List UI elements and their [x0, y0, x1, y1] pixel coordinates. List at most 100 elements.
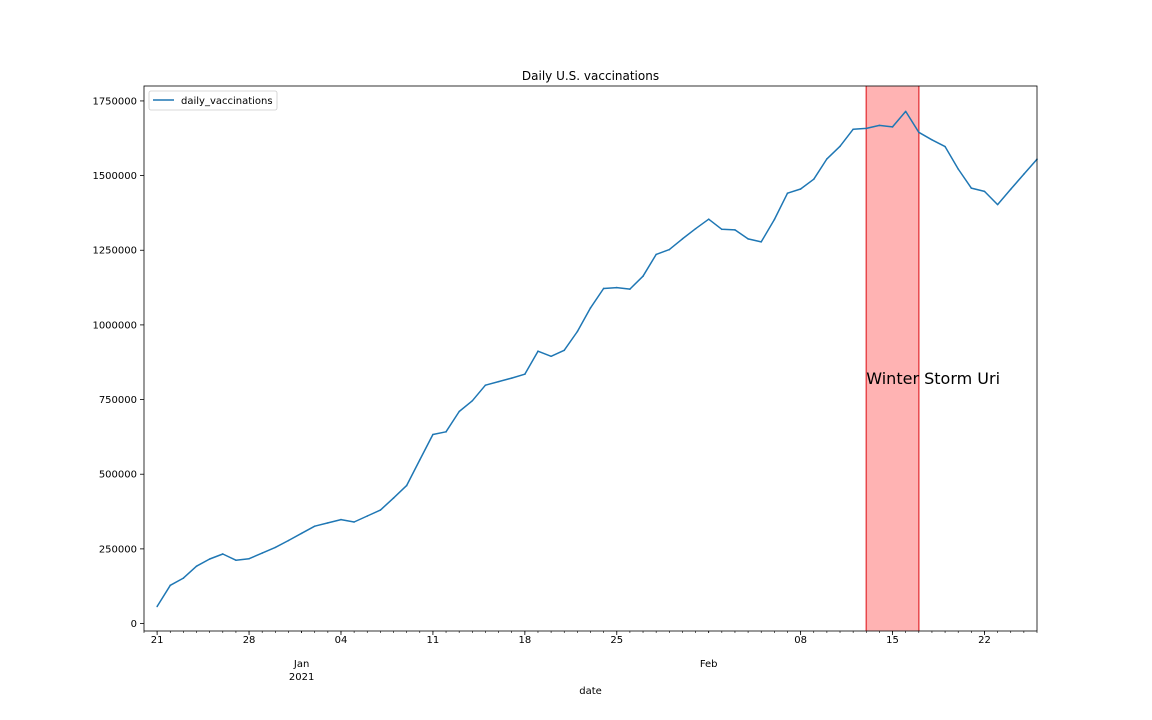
data-point [563, 349, 566, 352]
data-point [379, 509, 382, 511]
legend-label: daily_vaccinations [181, 96, 273, 107]
data-point [918, 131, 920, 134]
data-point [169, 584, 172, 587]
data-point [366, 515, 369, 517]
data-point [208, 558, 211, 560]
x-tick-label: 21 [151, 635, 164, 646]
shaded-region-label: Winter Storm Uri [866, 369, 1000, 388]
y-tick-label: 750000 [99, 395, 137, 406]
data-point [747, 238, 749, 240]
data-point [497, 380, 500, 383]
data-point [629, 288, 631, 290]
data-point [721, 228, 723, 231]
y-tick-label: 0 [131, 619, 137, 630]
data-point [944, 145, 946, 148]
y-tick-label: 250000 [99, 544, 137, 555]
x-tick-label: 04 [335, 635, 348, 646]
data-point [327, 522, 329, 524]
data-point [340, 518, 342, 521]
x-tick-label: 08 [794, 635, 807, 646]
data-point [957, 168, 960, 170]
y-tick-label: 1750000 [92, 96, 137, 107]
data-point [589, 307, 592, 309]
data-point [353, 521, 355, 523]
data-point [826, 158, 828, 160]
data-point [983, 190, 986, 193]
x-tick-sublabel: 2021 [289, 672, 314, 683]
chart-title: Daily U.S. vaccinations [522, 69, 659, 83]
data-point [878, 124, 881, 127]
data-point [904, 110, 907, 113]
x-axis-label: date [579, 686, 602, 697]
data-point [524, 373, 526, 375]
y-tick-label: 1250000 [92, 246, 137, 257]
data-point [484, 384, 487, 387]
data-point [235, 559, 237, 562]
data-point [655, 253, 657, 256]
data-point [1009, 188, 1012, 191]
data-point [261, 552, 263, 554]
data-point [681, 238, 684, 240]
data-point [418, 459, 421, 461]
data-point [615, 286, 618, 289]
data-point [799, 188, 802, 190]
y-tick-label: 1000000 [92, 320, 137, 331]
legend-box [148, 90, 278, 111]
data-point [445, 431, 447, 433]
x-tick-label: Feb [700, 659, 718, 670]
data-point [156, 605, 158, 608]
data-point [931, 138, 933, 141]
data-point [812, 178, 815, 180]
data-point [694, 227, 697, 230]
data-point [405, 484, 408, 487]
data-point [221, 553, 224, 555]
y-axis: 0 250000 500000 750000 1000000 1250000 1500000… [92, 96, 144, 630]
data-point [432, 433, 434, 436]
data-point [182, 577, 185, 579]
data-point [707, 218, 710, 220]
data-point [786, 192, 789, 195]
data-point [471, 399, 474, 402]
data-point [668, 248, 671, 251]
data-point [996, 203, 999, 206]
data-point [313, 525, 316, 527]
data-point [300, 532, 303, 535]
data-point [392, 497, 395, 499]
y-tick-label: 1500000 [92, 171, 137, 182]
shaded-region-layer [865, 86, 920, 631]
series-line-daily_vaccinations [156, 110, 1038, 607]
x-tick-label: 25 [610, 635, 623, 646]
data-point [576, 330, 579, 333]
x-tick-label: 22 [978, 635, 991, 646]
y-tick-label: 500000 [99, 470, 137, 481]
data-point [839, 145, 841, 148]
data-point [550, 355, 552, 358]
x-tick-label: Jan [293, 659, 309, 670]
x-tick-label: 18 [518, 635, 531, 646]
legend: daily_vaccinations [148, 90, 278, 111]
series-layer [156, 110, 1038, 608]
x-tick-label: 28 [243, 635, 256, 646]
x-tick-label: 11 [427, 635, 440, 646]
data-point [1023, 173, 1025, 175]
shaded-region [866, 86, 919, 631]
data-point [537, 350, 539, 352]
data-point [734, 229, 736, 231]
data-point [852, 128, 854, 131]
data-point [773, 218, 776, 221]
data-point [602, 287, 605, 290]
data-point [248, 557, 250, 560]
data-point [274, 546, 277, 549]
x-axis: 21 28 Jan 2021 04 11 18 25 Feb 08 15 22 [143, 631, 1038, 683]
data-point [970, 187, 973, 189]
data-point [891, 126, 894, 128]
data-point [195, 565, 198, 567]
data-point [642, 275, 644, 278]
data-point [458, 410, 460, 413]
data-point [760, 241, 763, 243]
data-point [287, 539, 290, 542]
data-point [510, 377, 513, 379]
data-point [865, 127, 868, 130]
x-tick-label: 15 [886, 635, 899, 646]
